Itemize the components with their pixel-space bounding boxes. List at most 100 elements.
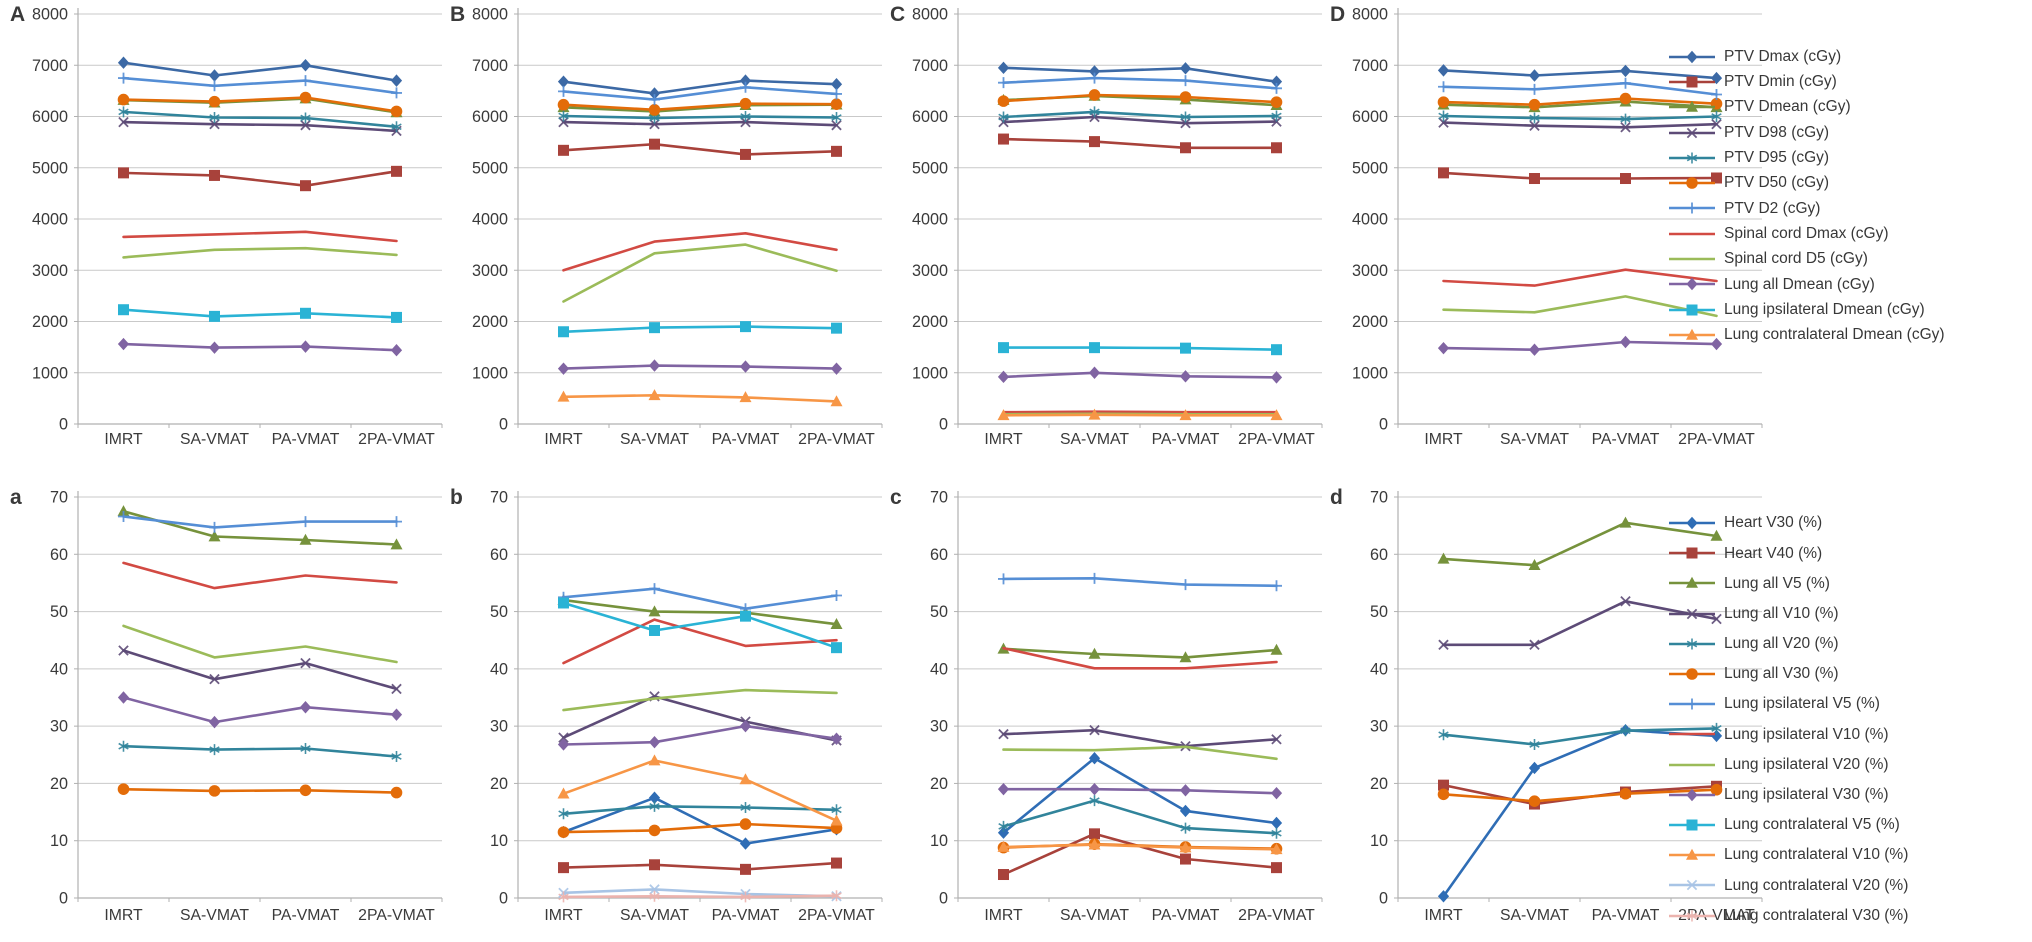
legend-label: Lung all Dmean (cGy) (1724, 275, 1875, 293)
series-Heart-V30 (997, 752, 1283, 839)
marker-asterisk (1686, 638, 1698, 650)
chart-svg: 0 10 20 30 40 50 60 70 c IMRT SA-VMAT PA-VMAT 2PA-VM… (890, 486, 1323, 924)
series-Spinal-cord-D5-cGy (1442, 295, 1718, 318)
legend-item: Lung contralateral V5 (%) (1668, 810, 1908, 840)
marker-plus (1686, 698, 1698, 710)
legend-label: Spinal cord D5 (cGy) (1724, 250, 1868, 268)
y-tick-label: 0 (499, 890, 508, 908)
marker-triangle (997, 840, 1010, 852)
series-line (562, 79, 838, 95)
chart-panel-b: 0 10 20 30 40 50 60 70 b IMRT SA-VMAT PA-VMAT 2PA-VM… (446, 475, 886, 942)
series-line (562, 695, 838, 742)
marker-plus (391, 87, 402, 99)
marker-asterisk (391, 751, 402, 763)
marker-circle (1179, 91, 1192, 103)
series-line (1442, 728, 1718, 898)
y-tick-label: 3000 (472, 262, 508, 280)
x-tick-label: PA-VMAT (272, 907, 340, 924)
legend-swatch (1669, 698, 1715, 710)
legend-item: PTV D98 (cGy) (1668, 120, 1945, 145)
legend-item: Lung ipsilateral V30 (%) (1668, 780, 1908, 810)
marker-asterisk (1438, 110, 1449, 122)
series-line (562, 618, 838, 665)
dose-legend: PTV Dmax (cGy) PTV Dmin (cGy) PTV Dmean (c… (1668, 44, 1945, 348)
series-line (122, 342, 398, 352)
y-tick-label: 70 (50, 489, 68, 507)
series-line (122, 624, 398, 664)
marker-diamond (1270, 816, 1283, 830)
y-tick-label: 30 (50, 718, 68, 736)
series-line (122, 76, 398, 95)
y-tick-label: 8000 (472, 6, 508, 24)
y-tick-label: 3000 (1352, 262, 1388, 280)
series-Lung-all-V5 (1437, 516, 1723, 570)
marker-circle (648, 824, 661, 837)
marker-triangle (1686, 101, 1698, 113)
marker-plus (1620, 77, 1631, 89)
series-line (1442, 340, 1718, 351)
series-line (1002, 646, 1278, 670)
marker-triangle (1686, 577, 1698, 589)
marker-square (831, 857, 842, 869)
x-tick-label: 2PA-VMAT (1678, 431, 1755, 448)
y-tick-label: 4000 (472, 211, 508, 229)
series-line (122, 515, 398, 529)
marker-square (1438, 779, 1449, 791)
legend-label: Lung ipsilateral V5 (%) (1724, 695, 1880, 713)
legend-label: Lung all V20 (%) (1724, 635, 1839, 653)
marker-circle (739, 97, 752, 110)
legend-swatch (1669, 910, 1715, 922)
marker-square (1180, 342, 1191, 354)
series-line (122, 510, 398, 546)
series-line (1002, 371, 1278, 379)
marker-diamond (997, 61, 1010, 75)
marker-diamond (1437, 341, 1450, 355)
y-tick-label: 7000 (32, 57, 68, 75)
marker-circle (648, 104, 661, 116)
legend-swatch (1669, 880, 1715, 891)
series-line (562, 688, 838, 712)
marker-plus (1711, 88, 1722, 100)
series-line (1002, 346, 1278, 351)
series-Lung-all-V5 (997, 642, 1283, 663)
marker-diamond (1686, 788, 1698, 801)
marker-plus (209, 80, 220, 92)
marker-circle (1528, 795, 1541, 807)
series-line (562, 796, 838, 845)
marker-diamond (648, 359, 661, 372)
series-line (562, 724, 838, 746)
marker-square (1180, 142, 1191, 154)
series-line (1442, 788, 1718, 803)
series-Lung-all-V30 (1437, 783, 1723, 807)
legend-label: Heart V40 (%) (1724, 544, 1823, 562)
series-line (562, 805, 838, 816)
legend-item: Lung contralateral Dmean (cGy) (1668, 322, 1945, 347)
marker-diamond (830, 732, 843, 745)
marker-square (558, 326, 569, 338)
marker-circle (1686, 668, 1698, 680)
marker-x (1711, 613, 1722, 625)
marker-plus (740, 81, 751, 93)
legend-label: Lung all V10 (%) (1724, 604, 1839, 622)
legend-label: Lung ipsilateral V20 (%) (1724, 755, 1889, 773)
marker-triangle (1179, 409, 1192, 421)
series-line (562, 861, 838, 871)
y-tick-label: 60 (1370, 546, 1388, 564)
series-line (562, 894, 838, 899)
series-Lung-all-Dmean-cGy (117, 337, 403, 357)
marker-diamond (739, 360, 752, 373)
series-PTV-D2-cGy (998, 72, 1282, 94)
y-tick-label: 20 (930, 775, 948, 793)
series-Lung-all-V5 (117, 505, 403, 550)
marker-diamond (299, 701, 312, 714)
chart-svg: 0 1000 2000 3000 4000 5000 6000 7000 8000 A IMRT SA… (10, 3, 443, 448)
legend-swatch (1669, 668, 1715, 680)
marker-asterisk (118, 106, 129, 118)
x-tick-label: PA-VMAT (712, 431, 780, 448)
marker-asterisk (1686, 910, 1698, 922)
series-Lung-all-V20 (558, 800, 842, 820)
series-PTV-Dmin-cGy (998, 133, 1282, 154)
marker-square (649, 138, 660, 150)
legend-item: Lung ipsilateral Dmean (cGy) (1668, 297, 1945, 322)
marker-square (300, 307, 311, 319)
